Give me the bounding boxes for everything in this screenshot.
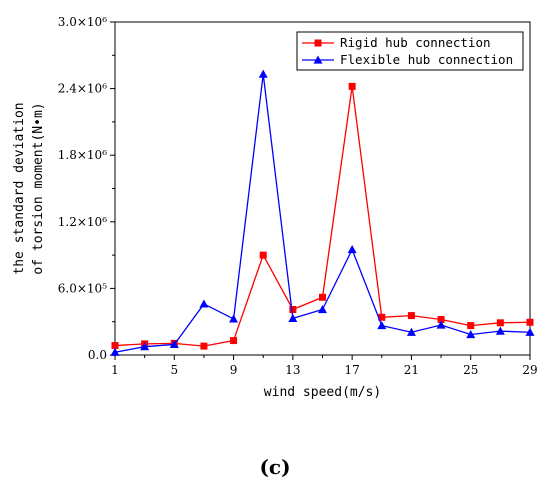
- data-point: [496, 319, 504, 327]
- data-point: [110, 347, 120, 356]
- series-flexible: [110, 69, 535, 356]
- data-point: [199, 299, 209, 308]
- data-point: [230, 337, 238, 345]
- x-tick-label: 5: [170, 363, 178, 377]
- y-tick-label: 0.0: [88, 348, 107, 362]
- data-point: [259, 251, 267, 259]
- x-tick-label: 21: [404, 363, 419, 377]
- data-point: [526, 318, 534, 326]
- data-point: [495, 326, 505, 335]
- legend-label: Rigid hub connection: [340, 35, 491, 50]
- data-point: [288, 313, 298, 322]
- y-axis-label-line-1: the standard deviation: [12, 102, 27, 274]
- legend-marker: [314, 39, 322, 47]
- y-tick-label: 2.4×10⁶: [58, 82, 107, 96]
- data-point: [437, 315, 445, 323]
- data-point: [378, 313, 386, 321]
- x-tick-label: 13: [285, 363, 300, 377]
- legend-box: [296, 31, 524, 71]
- data-point: [229, 314, 239, 323]
- data-point: [467, 322, 475, 330]
- x-tick-label: 17: [345, 363, 360, 377]
- legend-item: Rigid hub connection: [302, 35, 491, 50]
- y-tick-label: 6.0×10⁵: [58, 281, 107, 295]
- y-tick-label: 3.0×10⁶: [58, 15, 107, 29]
- data-point: [258, 69, 268, 78]
- x-tick-label: 29: [522, 363, 537, 377]
- data-point: [347, 245, 357, 254]
- legend: Rigid hub connection Flexible hub connect…: [296, 31, 524, 71]
- legend-marker: [313, 55, 323, 64]
- data-point: [407, 312, 415, 320]
- data-point: [377, 321, 387, 330]
- data-point: [525, 327, 535, 336]
- series-layer: [110, 69, 535, 356]
- legend-label: Flexible hub connection: [340, 52, 513, 67]
- axis-ticks: 1 5 9 13 17 21 25 29 0.0 6.0×10⁵ 1.2×10⁶ 1.8×10⁶ 2.4…: [58, 15, 538, 377]
- data-point: [348, 82, 356, 90]
- data-point: [289, 305, 297, 313]
- data-point: [200, 342, 208, 350]
- data-point: [319, 293, 326, 301]
- data-point: [140, 342, 150, 351]
- data-point: [318, 304, 327, 314]
- data-point: [169, 339, 179, 349]
- y-axis-label-line-2: of torsion moment(N•m): [31, 102, 46, 274]
- data-point: [406, 327, 416, 336]
- y-tick-label: 1.2×10⁶: [58, 215, 107, 229]
- legend-item: Flexible hub connection: [302, 52, 513, 67]
- y-tick-label: 1.8×10⁶: [58, 148, 107, 162]
- axis-labels: wind speed(m/s) the standard deviation o…: [12, 102, 381, 400]
- x-tick-label: 9: [230, 363, 238, 377]
- figure-caption: (c): [259, 455, 290, 479]
- x-tick-label: 1: [111, 363, 119, 377]
- x-tick-label: 25: [463, 363, 478, 377]
- data-point: [111, 342, 119, 350]
- x-axis-label: wind speed(m/s): [264, 385, 381, 400]
- data-point: [436, 320, 446, 329]
- data-point: [466, 329, 476, 339]
